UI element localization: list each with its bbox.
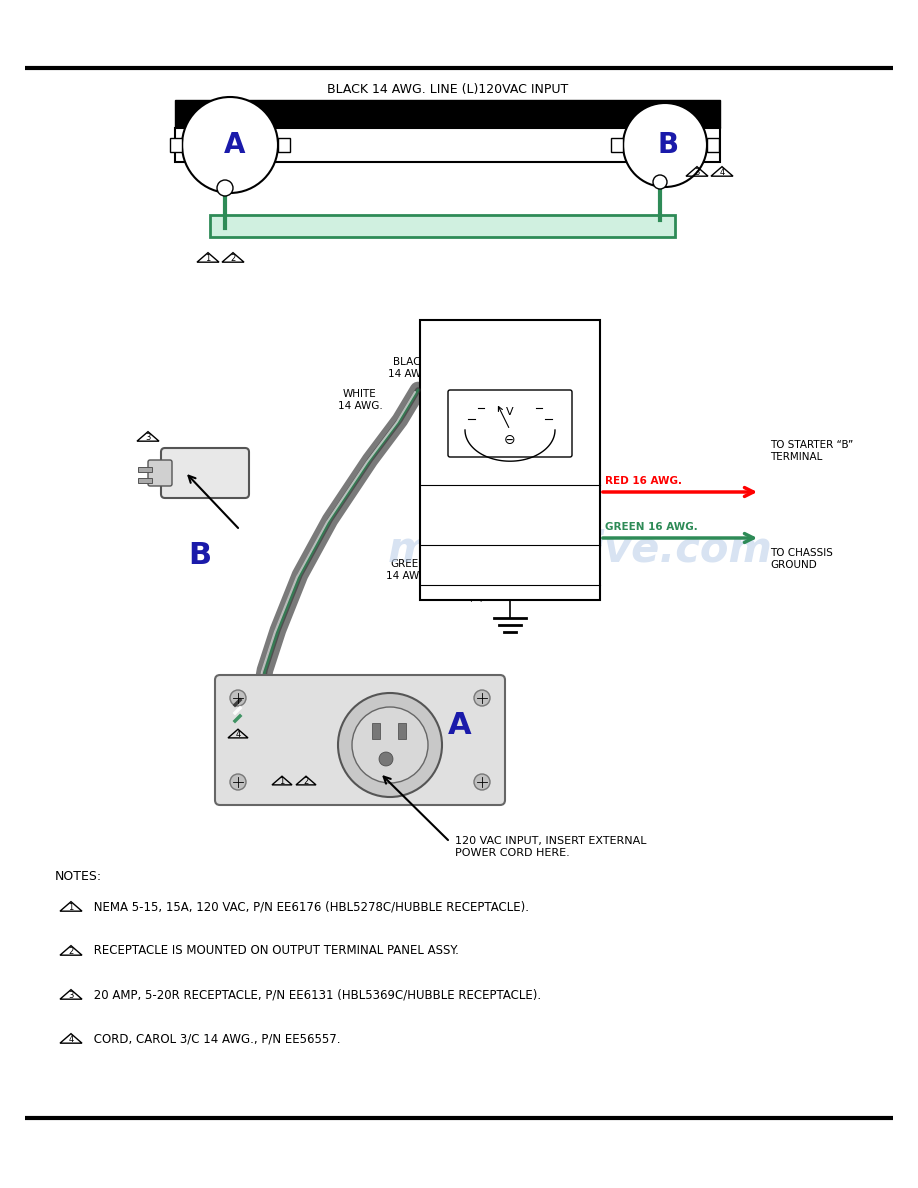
FancyBboxPatch shape xyxy=(448,390,572,457)
Text: B: B xyxy=(188,541,211,569)
Text: manualhive.com: manualhive.com xyxy=(387,529,772,571)
Bar xyxy=(372,723,380,739)
Text: WHITE
14 AWG.: WHITE 14 AWG. xyxy=(338,390,383,411)
Text: ⊖: ⊖ xyxy=(504,432,516,447)
Text: DC+: DC+ xyxy=(571,487,594,497)
Text: BLACK
14 AWG.: BLACK 14 AWG. xyxy=(387,358,432,379)
Bar xyxy=(138,478,152,484)
Circle shape xyxy=(474,775,490,790)
Bar xyxy=(138,467,152,472)
FancyBboxPatch shape xyxy=(161,448,249,498)
Circle shape xyxy=(352,707,428,783)
Circle shape xyxy=(623,103,707,187)
Bar xyxy=(210,215,675,236)
Bar xyxy=(175,100,720,128)
Bar xyxy=(611,138,623,152)
Circle shape xyxy=(230,690,246,706)
Text: 1: 1 xyxy=(279,777,285,786)
Text: V: V xyxy=(506,407,514,417)
Text: 1: 1 xyxy=(68,903,73,912)
Bar xyxy=(278,138,290,152)
Bar xyxy=(170,138,182,152)
FancyBboxPatch shape xyxy=(215,675,505,805)
Text: 4: 4 xyxy=(68,1035,73,1044)
Text: 1: 1 xyxy=(206,254,210,263)
Text: 3: 3 xyxy=(145,432,151,442)
Text: RED 16 AWG.: RED 16 AWG. xyxy=(605,476,682,486)
Text: 4: 4 xyxy=(235,729,241,739)
Bar xyxy=(175,128,720,162)
Text: 120 VAC INPUT, INSERT EXTERNAL
POWER CORD HERE.: 120 VAC INPUT, INSERT EXTERNAL POWER COR… xyxy=(455,836,646,858)
Bar xyxy=(398,723,406,739)
Circle shape xyxy=(182,97,278,192)
Text: 3: 3 xyxy=(694,168,700,177)
Text: NEMA 5-15, 15A, 120 VAC, P/N EE6176 (HBL5278C/HUBBLE RECEPTACLE).: NEMA 5-15, 15A, 120 VAC, P/N EE6176 (HBL… xyxy=(90,901,529,914)
Text: 20 AMP, 5-20R RECEPTACLE, P/N EE6131 (HBL5369C/HUBBLE RECEPTACLE).: 20 AMP, 5-20R RECEPTACLE, P/N EE6131 (HB… xyxy=(90,988,541,1001)
Text: TO STARTER “B”
TERMINAL: TO STARTER “B” TERMINAL xyxy=(770,441,853,462)
Text: A: A xyxy=(224,131,246,159)
Circle shape xyxy=(653,175,667,189)
Text: 2: 2 xyxy=(68,947,73,956)
Text: CORD, CAROL 3/C 14 AWG., P/N EE56557.: CORD, CAROL 3/C 14 AWG., P/N EE56557. xyxy=(90,1032,341,1045)
Text: B: B xyxy=(657,131,678,159)
Text: BLACK 14 AWG. LINE (L)120VAC INPUT: BLACK 14 AWG. LINE (L)120VAC INPUT xyxy=(327,83,568,96)
Circle shape xyxy=(338,693,442,797)
Circle shape xyxy=(230,775,246,790)
Text: NEUTRAL (N): NEUTRAL (N) xyxy=(426,552,484,562)
Text: GREEN 14 AWG. GROUND (G): GREEN 14 AWG. GROUND (G) xyxy=(355,220,530,233)
Text: TO CHASSIS
GROUND: TO CHASSIS GROUND xyxy=(770,548,833,569)
Text: LINE (L)
120VAC
INPUT: LINE (L) 120VAC INPUT xyxy=(426,494,461,525)
Text: A: A xyxy=(448,710,472,739)
Text: WHITE 14 AWG. NEUTRAL (N): WHITE 14 AWG. NEUTRAL (N) xyxy=(362,139,533,152)
FancyBboxPatch shape xyxy=(148,460,172,486)
Text: BATTERY
CHARGER: BATTERY CHARGER xyxy=(479,334,541,362)
Text: 3: 3 xyxy=(68,991,73,1000)
Text: 2: 2 xyxy=(303,777,308,786)
Circle shape xyxy=(379,752,393,766)
Text: 4: 4 xyxy=(720,168,724,177)
Bar xyxy=(707,138,719,152)
Text: 2: 2 xyxy=(230,254,236,263)
Text: GREEN
14 AWG.: GREEN 14 AWG. xyxy=(386,560,431,581)
Circle shape xyxy=(217,181,233,196)
Text: NOTES:: NOTES: xyxy=(55,870,102,883)
Text: RECEPTACLE IS MOUNTED ON OUTPUT TERMINAL PANEL ASSY.: RECEPTACLE IS MOUNTED ON OUTPUT TERMINAL… xyxy=(90,944,459,958)
Text: GROUND (G): GROUND (G) xyxy=(426,594,483,602)
Text: DC-: DC- xyxy=(575,533,594,543)
Bar xyxy=(420,320,600,600)
Circle shape xyxy=(474,690,490,706)
Text: GREEN 16 AWG.: GREEN 16 AWG. xyxy=(605,522,698,532)
